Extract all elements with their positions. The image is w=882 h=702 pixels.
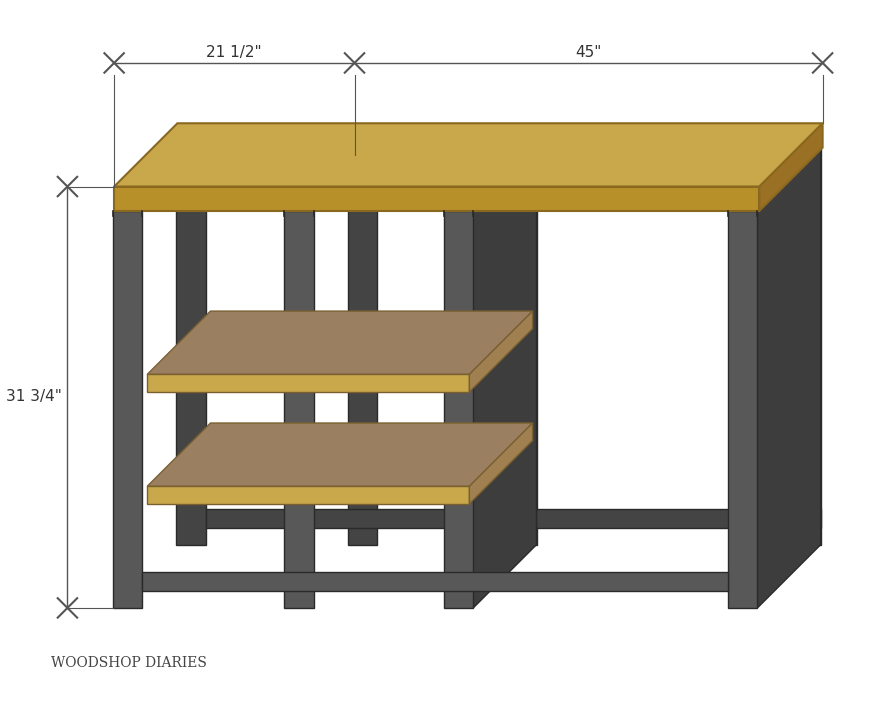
Polygon shape bbox=[113, 211, 142, 608]
Polygon shape bbox=[758, 147, 820, 608]
Polygon shape bbox=[469, 423, 533, 504]
Polygon shape bbox=[147, 423, 533, 486]
Polygon shape bbox=[147, 486, 469, 504]
Polygon shape bbox=[474, 509, 536, 591]
Polygon shape bbox=[147, 311, 533, 374]
Polygon shape bbox=[729, 211, 758, 608]
Polygon shape bbox=[758, 509, 820, 591]
Polygon shape bbox=[142, 572, 729, 591]
Text: 21 1/2": 21 1/2" bbox=[206, 45, 262, 60]
Polygon shape bbox=[147, 374, 469, 392]
Polygon shape bbox=[176, 147, 206, 545]
Polygon shape bbox=[285, 211, 314, 608]
Polygon shape bbox=[469, 311, 533, 392]
Polygon shape bbox=[791, 147, 820, 545]
Polygon shape bbox=[206, 509, 820, 528]
Polygon shape bbox=[474, 147, 536, 608]
Text: WOODSHOP DIARIES: WOODSHOP DIARIES bbox=[51, 656, 206, 670]
Polygon shape bbox=[348, 147, 377, 545]
Polygon shape bbox=[759, 124, 823, 211]
Polygon shape bbox=[114, 187, 759, 211]
Text: 31 3/4": 31 3/4" bbox=[5, 389, 62, 404]
Polygon shape bbox=[444, 211, 474, 608]
Text: 45": 45" bbox=[575, 45, 602, 60]
Polygon shape bbox=[114, 124, 823, 187]
Polygon shape bbox=[507, 147, 536, 545]
